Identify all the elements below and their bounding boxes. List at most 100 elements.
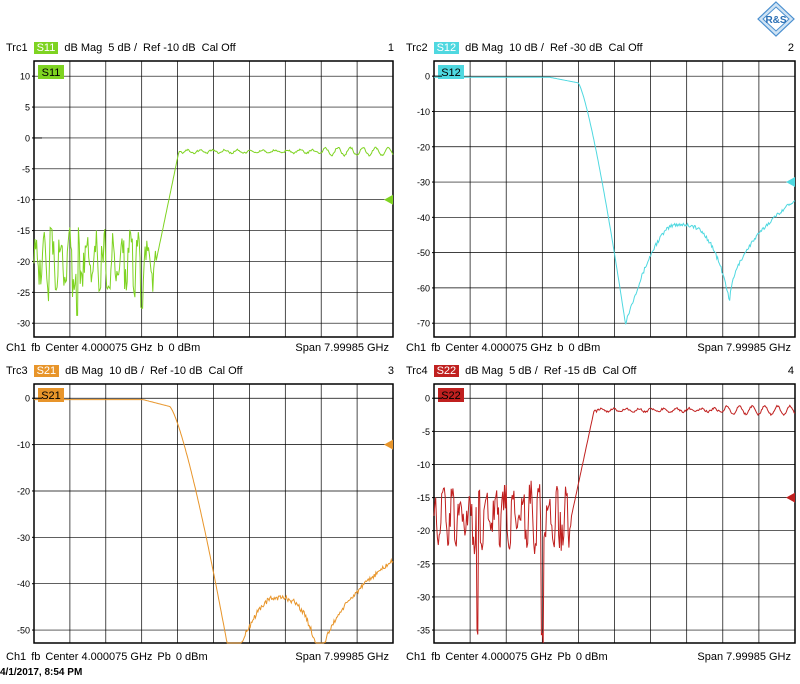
scale-label[interactable]: 10 dB /	[509, 42, 544, 54]
trace-line	[433, 404, 796, 644]
param-tag[interactable]: S22	[433, 365, 460, 377]
trace-badge-label: S21	[41, 390, 61, 402]
y-tick-label: -60	[417, 283, 430, 293]
channel-footer-4: Ch1 fb Center 4.000075 GHz Pb 0 dBm Span 7.99…	[406, 650, 796, 664]
y-tick-label: -20	[417, 526, 430, 536]
window-number: 1	[387, 42, 394, 54]
scale-label[interactable]: 5 dB /	[509, 365, 538, 377]
reference-marker-icon	[786, 492, 795, 503]
span-label[interactable]: Span 7.99985 GHz	[295, 342, 389, 354]
param-tag[interactable]: S12	[433, 42, 460, 54]
center-label[interactable]: Center 4.000075 GHz	[45, 342, 153, 354]
format-label[interactable]: dB Mag	[465, 42, 504, 54]
cal-label[interactable]: Cal Off	[602, 365, 637, 377]
window-number: 3	[387, 365, 394, 377]
plot-area-s22[interactable]: 0 -5 -10 -15 -20 -25 -30 -35 S22	[404, 380, 796, 645]
pb-label: Pb	[557, 651, 571, 663]
plot-area-s21[interactable]: 0 -10 -20 -30 -40 -50 S21	[4, 380, 394, 645]
y-tick-label: -10	[17, 440, 30, 450]
y-tick-label: -30	[17, 319, 30, 329]
y-tick-label: 0	[425, 72, 430, 82]
ref-label[interactable]: Ref -10 dB	[149, 365, 203, 377]
power-label[interactable]: 0 dBm	[575, 651, 608, 663]
reference-marker-icon	[384, 439, 393, 450]
pb-label: b	[157, 342, 164, 354]
span-label[interactable]: Span 7.99985 GHz	[697, 651, 791, 663]
ref-label[interactable]: Ref -30 dB	[549, 42, 603, 54]
svg-text:R&S: R&S	[765, 15, 786, 26]
channel-footer-1: Ch1 fb Center 4.000075 GHz b 0 dBm Span 7.999…	[6, 341, 394, 355]
y-tick-label: -50	[417, 248, 430, 258]
trace-name[interactable]: Trc1	[6, 42, 28, 54]
reference-marker-icon	[786, 177, 795, 188]
channel-label[interactable]: Ch1	[406, 342, 427, 354]
trace-header-3: Trc3 S21 dB Mag 10 dB / Ref -10 dB Cal Off 3	[6, 364, 394, 378]
trace-badge	[38, 388, 64, 402]
y-tick-label: -15	[417, 493, 430, 503]
trace-name[interactable]: Trc4	[406, 365, 428, 377]
trace-line	[434, 76, 796, 325]
channel-label[interactable]: Ch1	[6, 342, 27, 354]
y-tick-label: -20	[417, 142, 430, 152]
cal-label[interactable]: Cal Off	[201, 42, 236, 54]
y-tick-label: -35	[417, 626, 430, 636]
plot-area-s11[interactable]: 10 5 0 -5 -10 -15 -20 -25 -30 S11	[4, 57, 394, 339]
plot-area-s12[interactable]: 0 -10 -20 -30 -40 -50 -60 -70 S12	[404, 57, 796, 339]
y-tick-label: -40	[17, 579, 30, 589]
sweep-label: fb	[31, 651, 41, 663]
channel-footer-2: Ch1 fb Center 4.000075 GHz b 0 dBm Span 7.999…	[406, 341, 796, 355]
trace-badge	[438, 388, 464, 402]
y-tick-label: -5	[22, 164, 30, 174]
y-tick-label: 0	[25, 394, 30, 404]
y-tick-label: -15	[17, 226, 30, 236]
cal-label[interactable]: Cal Off	[608, 42, 643, 54]
trace-line	[34, 399, 394, 644]
trace-badge-label: S22	[441, 390, 461, 402]
trace-badge-label: S12	[441, 67, 461, 79]
ref-label[interactable]: Ref -10 dB	[143, 42, 196, 54]
y-tick-label: -70	[417, 319, 430, 329]
y-tick-label: -5	[422, 427, 430, 437]
y-tick-label: -20	[17, 257, 30, 267]
y-tick-label: 0	[25, 133, 30, 143]
y-tick-label: -10	[417, 107, 430, 117]
pb-label: Pb	[157, 651, 171, 663]
y-tick-label: -25	[17, 288, 30, 298]
y-tick-label: -10	[17, 195, 30, 205]
trace-header-1: Trc1 S11 dB Mag 5 dB / Ref -10 dB Cal Off 1	[6, 41, 394, 55]
sweep-label: fb	[431, 651, 441, 663]
power-label[interactable]: 0 dBm	[168, 342, 201, 354]
y-tick-label: 0	[425, 394, 430, 404]
y-tick-label: 5	[25, 103, 30, 113]
power-label[interactable]: 0 dBm	[175, 651, 208, 663]
format-label[interactable]: dB Mag	[64, 42, 103, 54]
window-number: 2	[787, 42, 794, 54]
center-label[interactable]: Center 4.000075 GHz	[445, 651, 553, 663]
trace-name[interactable]: Trc3	[6, 365, 28, 377]
scale-label[interactable]: 10 dB /	[109, 365, 144, 377]
channel-label[interactable]: Ch1	[406, 651, 427, 663]
pb-label: b	[557, 342, 564, 354]
format-label[interactable]: dB Mag	[465, 365, 504, 377]
center-label[interactable]: Center 4.000075 GHz	[45, 651, 153, 663]
trace-badge-label: S11	[42, 67, 61, 79]
param-tag[interactable]: S11	[33, 42, 59, 54]
timestamp: 4/1/2017, 8:54 PM	[0, 667, 83, 678]
channel-label[interactable]: Ch1	[6, 651, 27, 663]
center-label[interactable]: Center 4.000075 GHz	[445, 342, 553, 354]
y-tick-label: -30	[417, 592, 430, 602]
trace-header-4: Trc4 S22 dB Mag 5 dB / Ref -15 dB Cal Off 4	[406, 364, 794, 378]
span-label[interactable]: Span 7.99985 GHz	[295, 651, 389, 663]
y-tick-label: -25	[417, 559, 430, 569]
sweep-label: fb	[31, 342, 41, 354]
ref-label[interactable]: Ref -15 dB	[543, 365, 597, 377]
format-label[interactable]: dB Mag	[65, 365, 104, 377]
trace-name[interactable]: Trc2	[406, 42, 428, 54]
span-label[interactable]: Span 7.99985 GHz	[697, 342, 791, 354]
trace-line	[33, 146, 394, 316]
trace-badge	[438, 65, 464, 79]
cal-label[interactable]: Cal Off	[208, 365, 243, 377]
power-label[interactable]: 0 dBm	[568, 342, 601, 354]
scale-label[interactable]: 5 dB /	[108, 42, 138, 54]
param-tag[interactable]: S21	[33, 365, 60, 377]
